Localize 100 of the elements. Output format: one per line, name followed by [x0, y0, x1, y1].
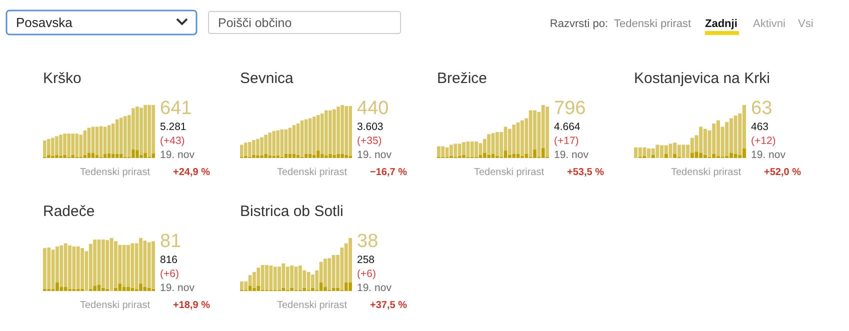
bar [290, 266, 294, 288]
bar [664, 154, 668, 158]
bar [302, 288, 306, 291]
bar [260, 265, 264, 290]
bar [93, 240, 97, 286]
chart-title: Sevnica [240, 70, 294, 87]
bar [80, 248, 84, 289]
bar [152, 105, 155, 154]
bar [244, 142, 248, 156]
bar [328, 110, 332, 154]
text: +52,0 % [764, 167, 802, 178]
bar [240, 281, 244, 290]
bar [64, 243, 68, 287]
bar [64, 286, 68, 291]
bar [111, 124, 115, 154]
bar [320, 154, 324, 158]
bar [43, 248, 46, 289]
bar [252, 140, 256, 155]
bar [528, 110, 532, 157]
bar [320, 113, 324, 154]
bar [60, 286, 64, 291]
bar [310, 288, 314, 291]
bar [734, 116, 738, 154]
text: Vsi [798, 18, 814, 30]
bar [478, 143, 482, 155]
bar [43, 140, 46, 157]
text: (+12) [751, 135, 776, 147]
bar [308, 118, 312, 154]
bar [106, 240, 110, 289]
bar [75, 134, 79, 157]
text: Tedenski prirast [474, 167, 544, 178]
bar [107, 153, 111, 158]
bar [344, 106, 348, 155]
chart-title: Kostanjevica na Krki [634, 70, 770, 87]
text: 258 [357, 254, 375, 266]
bar [298, 266, 302, 290]
bar [59, 134, 62, 156]
bar [132, 150, 135, 158]
text: 19. nov [160, 282, 196, 294]
bar [340, 154, 344, 158]
bar [445, 147, 449, 157]
bar [97, 284, 101, 291]
bar [63, 154, 66, 158]
bar [114, 288, 118, 291]
text: −16,7 % [370, 167, 408, 178]
bar [87, 152, 91, 158]
bar [264, 154, 268, 158]
bar [673, 154, 677, 158]
bar [144, 152, 147, 158]
bar [68, 245, 72, 289]
bar [56, 282, 59, 291]
bar [734, 154, 738, 158]
text: Aktivni [753, 18, 786, 30]
bar [533, 150, 536, 158]
bar [458, 144, 462, 156]
bar [115, 154, 119, 158]
bar [336, 288, 340, 291]
bar [348, 238, 352, 283]
bar [694, 152, 698, 158]
text: +37,5 % [370, 300, 408, 311]
bar [441, 146, 445, 157]
bar [508, 154, 512, 158]
text: (+6) [160, 268, 179, 280]
bar [140, 108, 143, 155]
bar [344, 154, 348, 158]
chart-title: Krško [43, 70, 82, 87]
search-field: Poišči občino [208, 11, 401, 34]
bar [437, 146, 440, 157]
bar [103, 126, 107, 154]
bar [101, 288, 105, 291]
bar [119, 118, 123, 154]
text: 4.664 [554, 121, 580, 133]
chart-title: Bistrica ob Sotli [240, 203, 344, 220]
bar [316, 115, 320, 151]
bar [124, 116, 127, 157]
bar [47, 248, 51, 289]
bar [487, 154, 491, 158]
bar [332, 288, 336, 291]
chart-title: Brežice [437, 70, 488, 87]
bar [99, 126, 103, 157]
text: 19. nov [160, 149, 196, 161]
bar [312, 116, 316, 155]
bar [55, 154, 58, 158]
bar [51, 138, 54, 156]
text: (+6) [357, 268, 376, 280]
bar [248, 275, 252, 286]
text: 641 [160, 98, 192, 119]
bar [324, 258, 327, 287]
bar [340, 105, 344, 154]
bar [336, 106, 340, 154]
bar [130, 243, 134, 288]
text: 3.603 [357, 121, 384, 133]
bar [462, 142, 466, 155]
text: 81 [160, 231, 182, 252]
bar [651, 148, 655, 155]
bar [348, 282, 352, 291]
bar [495, 132, 499, 156]
bar [454, 144, 458, 157]
bar [316, 150, 320, 158]
text: Tedenski prirast [670, 167, 742, 178]
